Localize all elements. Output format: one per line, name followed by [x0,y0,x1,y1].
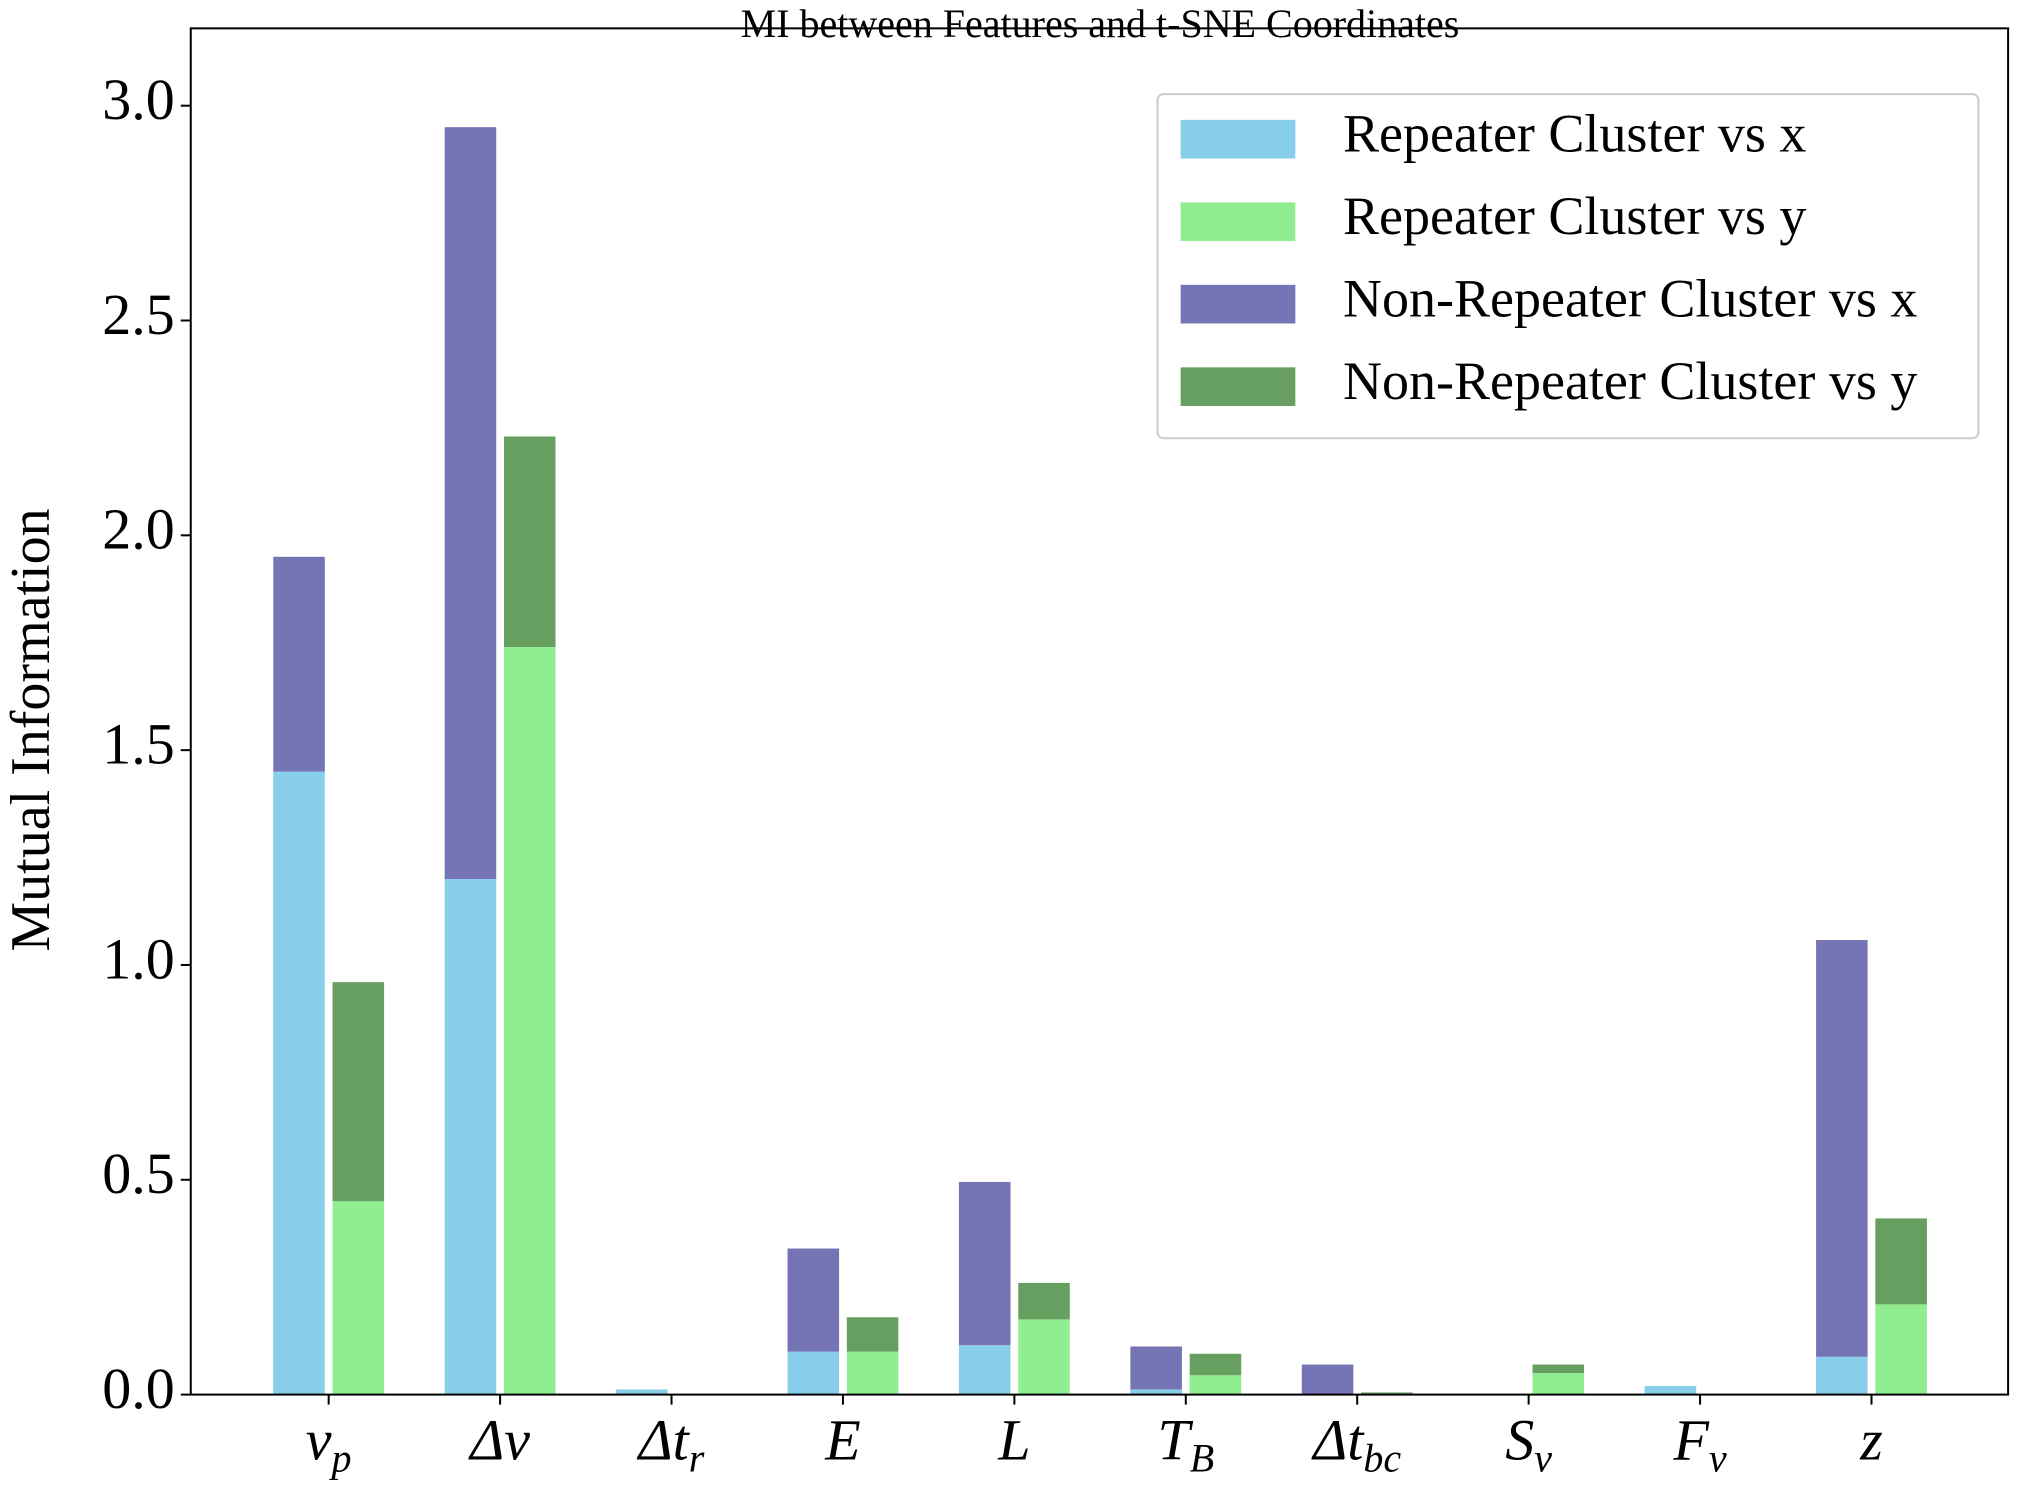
bar [1532,1364,1585,1374]
x-tick-label-sub: ν [1534,1436,1552,1481]
bar [444,879,497,1395]
x-tick-label-base: S [1505,1408,1534,1473]
bar [1018,1282,1070,1320]
bar [332,1201,385,1395]
y-tick-label: 3.0 [102,67,175,132]
x-tick-label-base: z [1859,1408,1883,1473]
bar [958,1345,1011,1395]
x-tick-label-base: Δt [1311,1408,1365,1473]
bar [616,1389,668,1395]
x-tick-label-base: L [997,1408,1030,1473]
y-axis-label: Mutual Information [0,508,62,951]
legend-label: Repeater Cluster vs x [1343,104,1806,164]
bar [503,647,556,1395]
x-tick-label-sub: ν [1709,1436,1727,1481]
x-tick-label: Δtr [637,1408,705,1481]
y-tick-label: 0.5 [102,1141,175,1206]
x-tick-label: Sν [1505,1408,1552,1481]
bar [1189,1353,1242,1376]
x-tick-label-sub: r [689,1436,705,1481]
bar [1875,1304,1927,1395]
y-tick-label: 2.5 [102,282,175,347]
bar [1875,1218,1927,1305]
bar [1532,1373,1585,1395]
y-tick-label: 0.0 [102,1356,175,1421]
x-tick-label: Δν [468,1408,530,1473]
bar [1644,1386,1697,1395]
bar [1816,940,1868,1357]
bar [273,771,325,1395]
bar [1361,1392,1413,1395]
x-tick-label: L [997,1408,1030,1473]
x-tick-label-base: E [824,1408,860,1473]
legend-swatch [1180,119,1296,159]
x-tick-label: z [1859,1408,1883,1473]
bar [846,1351,899,1395]
x-tick-label-base: Δt [637,1408,691,1473]
legend-swatch [1180,284,1296,324]
chart-title: MI between Features and t-SNE Coordinate… [741,1,1460,46]
x-tick-label-base: T [1157,1408,1193,1473]
x-tick-label-sub: bc [1363,1436,1401,1481]
x-tick-label-base: ν [306,1408,332,1473]
y-tick-label: 1.5 [102,711,175,776]
x-tick-label-sub: p [329,1436,352,1481]
bar [787,1248,840,1352]
x-tick-label: TB [1157,1408,1214,1481]
bar [958,1181,1011,1346]
y-tick-label: 2.0 [102,497,175,562]
legend-label: Repeater Cluster vs y [1343,186,1806,246]
bar [503,436,556,648]
bar [444,127,497,880]
bar [846,1317,899,1352]
x-tick-label-base: F [1672,1408,1709,1473]
legend-label: Non-Repeater Cluster vs x [1343,269,1917,329]
bar [273,556,325,772]
bar [1018,1319,1070,1395]
bar [1816,1356,1868,1395]
x-tick-label: νp [306,1408,352,1481]
bar [1189,1375,1242,1395]
x-tick-label: E [824,1408,860,1473]
legend-label: Non-Repeater Cluster vs y [1343,351,1917,411]
y-tick-label: 1.0 [102,926,175,991]
bar [1301,1364,1354,1395]
x-tick-label-base: Δν [468,1408,530,1473]
legend-swatch [1180,202,1296,242]
legend-swatch [1180,367,1296,407]
bar [787,1351,840,1395]
x-tick-label: Fν [1672,1408,1726,1481]
bar [332,982,385,1202]
bar [1130,1346,1182,1390]
bar [1130,1389,1182,1395]
x-tick-label-sub: B [1190,1436,1214,1481]
x-tick-label: Δtbc [1311,1408,1401,1481]
legend-box [1156,93,1980,440]
plot-frame [189,27,2010,1396]
